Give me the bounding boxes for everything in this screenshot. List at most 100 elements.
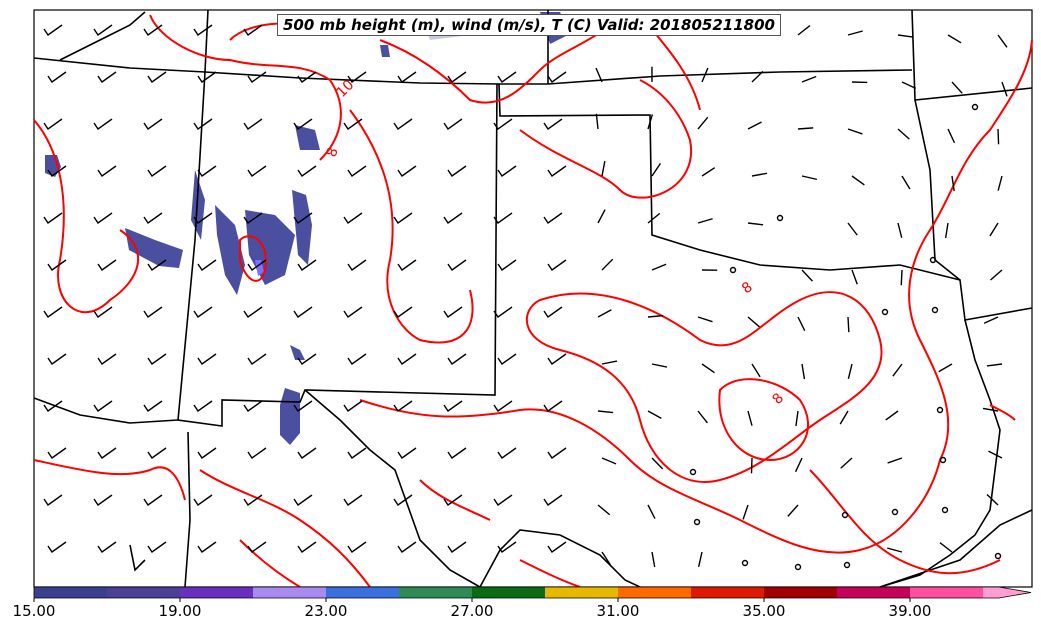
wind-barb xyxy=(247,541,267,553)
wind-barb xyxy=(938,363,953,373)
state-borders xyxy=(33,9,1033,588)
wind-barb xyxy=(547,259,567,271)
wind-barb xyxy=(197,165,217,177)
wind-barb xyxy=(795,410,799,427)
wind-barb xyxy=(990,269,1003,281)
wind-barb xyxy=(847,128,863,135)
wind-barb xyxy=(497,71,517,83)
colorbar-segment xyxy=(618,587,692,598)
wind-barb xyxy=(197,259,217,271)
wind-barb xyxy=(247,165,267,177)
wind-barb xyxy=(193,400,213,412)
wind-barb xyxy=(597,504,611,516)
wind-barb xyxy=(897,128,910,140)
colorbar-segment xyxy=(983,587,1031,598)
wind-barb xyxy=(447,541,467,553)
wind-barb xyxy=(93,494,113,506)
wind-barb xyxy=(986,363,1003,367)
wind-barb xyxy=(147,353,167,365)
wind-barb xyxy=(982,407,999,412)
wind-barb xyxy=(840,457,853,469)
wind-barb xyxy=(47,447,67,459)
wind-barb xyxy=(347,259,367,271)
wind-barb xyxy=(397,541,417,553)
wind-barb xyxy=(750,457,753,474)
colorbar-segment xyxy=(837,587,911,598)
wind-barb xyxy=(497,353,517,365)
wind-barb xyxy=(547,165,567,177)
colorbar-segment xyxy=(764,587,838,598)
wind-barb xyxy=(447,353,467,365)
wind-barb xyxy=(493,400,513,412)
wind-barb xyxy=(197,353,217,365)
wind-barb xyxy=(47,165,67,177)
wind-barb xyxy=(97,541,117,553)
wind-barb xyxy=(393,400,413,412)
wind-barb xyxy=(243,494,263,506)
wind-barb xyxy=(443,118,463,130)
colorbar-tick-1: 19.00 xyxy=(158,602,202,620)
wind-barb xyxy=(787,504,799,517)
wind-barb xyxy=(347,353,367,365)
wind-barb xyxy=(697,218,713,224)
wind-barb xyxy=(147,541,167,553)
wind-barb xyxy=(801,269,813,282)
wind-barb xyxy=(701,167,716,177)
wind-barb xyxy=(243,118,263,130)
wind-barb xyxy=(343,494,363,506)
wind-barb xyxy=(297,447,317,459)
wind-barb xyxy=(147,165,167,177)
wind-barb xyxy=(347,447,367,459)
wind-barb xyxy=(988,450,1003,459)
wind-barb xyxy=(497,165,517,177)
wind-barb xyxy=(751,363,761,378)
wind-barb xyxy=(601,457,617,465)
wind-barb xyxy=(697,316,713,323)
wind-barb xyxy=(343,400,363,412)
wind-barb xyxy=(651,66,653,83)
wind-barb xyxy=(97,165,117,177)
wind-barb xyxy=(497,541,517,553)
wind-barb xyxy=(143,212,163,224)
colorbar-segment xyxy=(910,587,984,598)
map-title: 500 mb height (m), wind (m/s), T (C) Val… xyxy=(277,14,781,36)
wind-barb xyxy=(193,494,213,506)
wind-barb xyxy=(747,222,764,226)
wind-barb xyxy=(547,447,567,459)
wind-barb xyxy=(794,457,803,473)
wind-barb xyxy=(143,494,163,506)
wind-barb xyxy=(243,400,263,412)
colorbar-segment xyxy=(253,587,327,598)
wind-barb xyxy=(43,400,63,412)
wind-barb xyxy=(983,316,999,324)
wind-barb xyxy=(901,81,917,90)
wind-barb xyxy=(597,410,614,414)
wind-barb xyxy=(393,494,413,506)
wind-barb xyxy=(247,259,267,271)
wind-barb xyxy=(93,400,113,412)
wind-barb xyxy=(347,165,367,177)
wind-barb xyxy=(801,175,818,181)
wind-barb xyxy=(343,212,363,224)
wind-barb xyxy=(701,363,715,374)
wind-barb xyxy=(147,259,167,271)
wind-barb xyxy=(647,212,661,224)
wind-barb xyxy=(243,306,263,318)
wind-barb xyxy=(901,175,911,190)
wind-barb xyxy=(701,269,718,271)
wind-barb xyxy=(93,24,113,36)
colorbar-tick-4: 31.00 xyxy=(596,602,640,620)
wind-barb xyxy=(293,212,313,224)
wind-barb xyxy=(944,222,949,239)
wind-barb xyxy=(651,162,662,177)
colorbar-tick-5: 35.00 xyxy=(742,602,786,620)
wind-barb xyxy=(497,447,517,459)
wind-barb xyxy=(597,309,612,318)
wind-barb xyxy=(443,494,463,506)
colorbar-tick-0: 15.00 xyxy=(12,602,56,620)
colorbar-segment xyxy=(180,587,254,598)
wind-barb xyxy=(47,541,67,553)
wind-barb xyxy=(892,363,903,377)
wind-barb xyxy=(397,447,417,459)
wind-barb xyxy=(951,81,963,94)
